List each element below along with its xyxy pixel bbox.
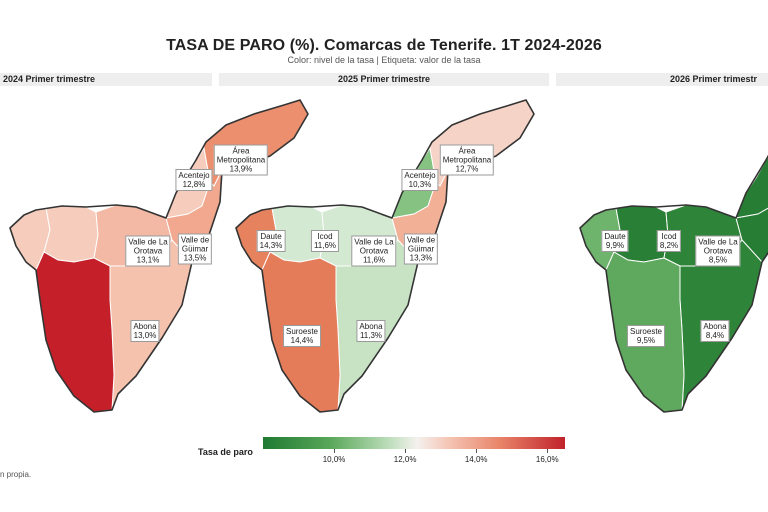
legend-color-bar — [263, 437, 565, 449]
region-value: 14,4% — [290, 336, 314, 345]
region-value: 10,3% — [408, 180, 432, 189]
region-label-abona: Abona 13,0% — [130, 320, 160, 342]
region-value: 13,5% — [183, 253, 207, 263]
island-outline — [579, 154, 768, 413]
region-value: 13,0% — [133, 331, 157, 340]
region-value: 9,9% — [605, 241, 625, 250]
region-label-icod: Icod 8,2% — [656, 230, 682, 252]
region-value: 12,8% — [182, 180, 206, 189]
region-label-orotava: Valle de La Orotava 13,1% — [125, 235, 171, 267]
region-label-abona: Abona 8,4% — [700, 320, 730, 342]
region-value: 8,4% — [705, 331, 725, 340]
region-name: Daute — [604, 232, 626, 241]
region-name: Acentejo — [178, 171, 210, 180]
region-name: Suroeste — [629, 327, 663, 336]
region-label-guimar: Valle de Güimar 13,5% — [177, 233, 213, 265]
region-label-abona: Abona 11,3% — [356, 320, 386, 342]
region-value: 11,6% — [313, 241, 337, 250]
region-label-orotava: Valle de La Orotava 11,6% — [351, 235, 397, 267]
legend-tick-label: 12,0% — [393, 455, 417, 464]
chart-subtitle: Color: nivel de la tasa | Etiqueta: valo… — [287, 55, 481, 65]
region-label-icod: Icod 11,6% — [310, 230, 340, 252]
region-name: Área Metropolitana — [216, 146, 266, 165]
legend-tick — [334, 449, 336, 453]
region-name: Valle de Güimar — [406, 235, 436, 254]
region-name: Valle de La Orotava — [698, 237, 738, 256]
region-name: Daute — [260, 232, 282, 241]
region-value: 13,3% — [409, 253, 433, 263]
region-value: 8,2% — [659, 241, 679, 250]
region-name: Icod — [317, 232, 333, 241]
region-label-guimar: Valle de Güimar 13,3% — [403, 233, 439, 265]
chart-title: TASA DE PARO (%). Comarcas de Tenerife. … — [166, 37, 602, 54]
region-name: Abona — [133, 322, 157, 331]
region-name: Valle de La Orotava — [128, 237, 168, 256]
region-name: Área Metropolitana — [442, 146, 492, 165]
region-label-suroeste: Suroeste 14,4% — [282, 325, 322, 347]
region-name: Icod — [661, 232, 677, 241]
region-label-daute: Daute 9,9% — [601, 230, 629, 252]
region-name: Suroeste — [285, 327, 319, 336]
legend-tick — [547, 449, 549, 453]
legend-tick-label: 10,0% — [322, 455, 346, 464]
region-label-suroeste: Suroeste 9,5% — [626, 325, 666, 347]
region-name: Valle de Güimar — [180, 235, 210, 254]
region-name: Acentejo — [404, 171, 436, 180]
region-value: 13,1% — [136, 255, 160, 265]
region-value: 11,3% — [359, 331, 383, 340]
legend-tick — [476, 449, 478, 453]
region-value: 14,3% — [259, 241, 283, 250]
region-label-acentejo: Acentejo 12,8% — [175, 169, 213, 191]
region-value: 13,9% — [229, 164, 253, 174]
region-name: Valle de La Orotava — [354, 237, 394, 256]
panel-strip-2024: 2024 Primer trimestre — [0, 73, 212, 86]
region-guimar[interactable] — [735, 170, 768, 263]
region-value: 11,6% — [362, 255, 386, 265]
source-note: n propia. — [0, 470, 32, 479]
region-label-metropolitana: Área Metropolitana 13,9% — [213, 144, 269, 176]
legend-tick-label: 16,0% — [535, 455, 559, 464]
panel-strip-2026: 2026 Primer trimestr — [556, 73, 768, 86]
region-label-daute: Daute 14,3% — [256, 230, 286, 252]
legend-tick-label: 14,0% — [464, 455, 488, 464]
region-name: Abona — [359, 322, 383, 331]
legend-tick — [405, 449, 407, 453]
region-label-orotava: Valle de La Orotava 8,5% — [695, 235, 741, 267]
region-value: 12,7% — [455, 164, 479, 174]
region-value: 8,5% — [708, 255, 728, 265]
region-name: Abona — [703, 322, 727, 331]
region-label-acentejo: Acentejo 10,3% — [401, 169, 439, 191]
legend-title: Tasa de paro — [198, 447, 253, 457]
region-value: 9,5% — [636, 336, 656, 345]
region-label-metropolitana: Área Metropolitana 12,7% — [439, 144, 495, 176]
panel-strip-2025: 2025 Primer trimestre — [219, 73, 549, 86]
